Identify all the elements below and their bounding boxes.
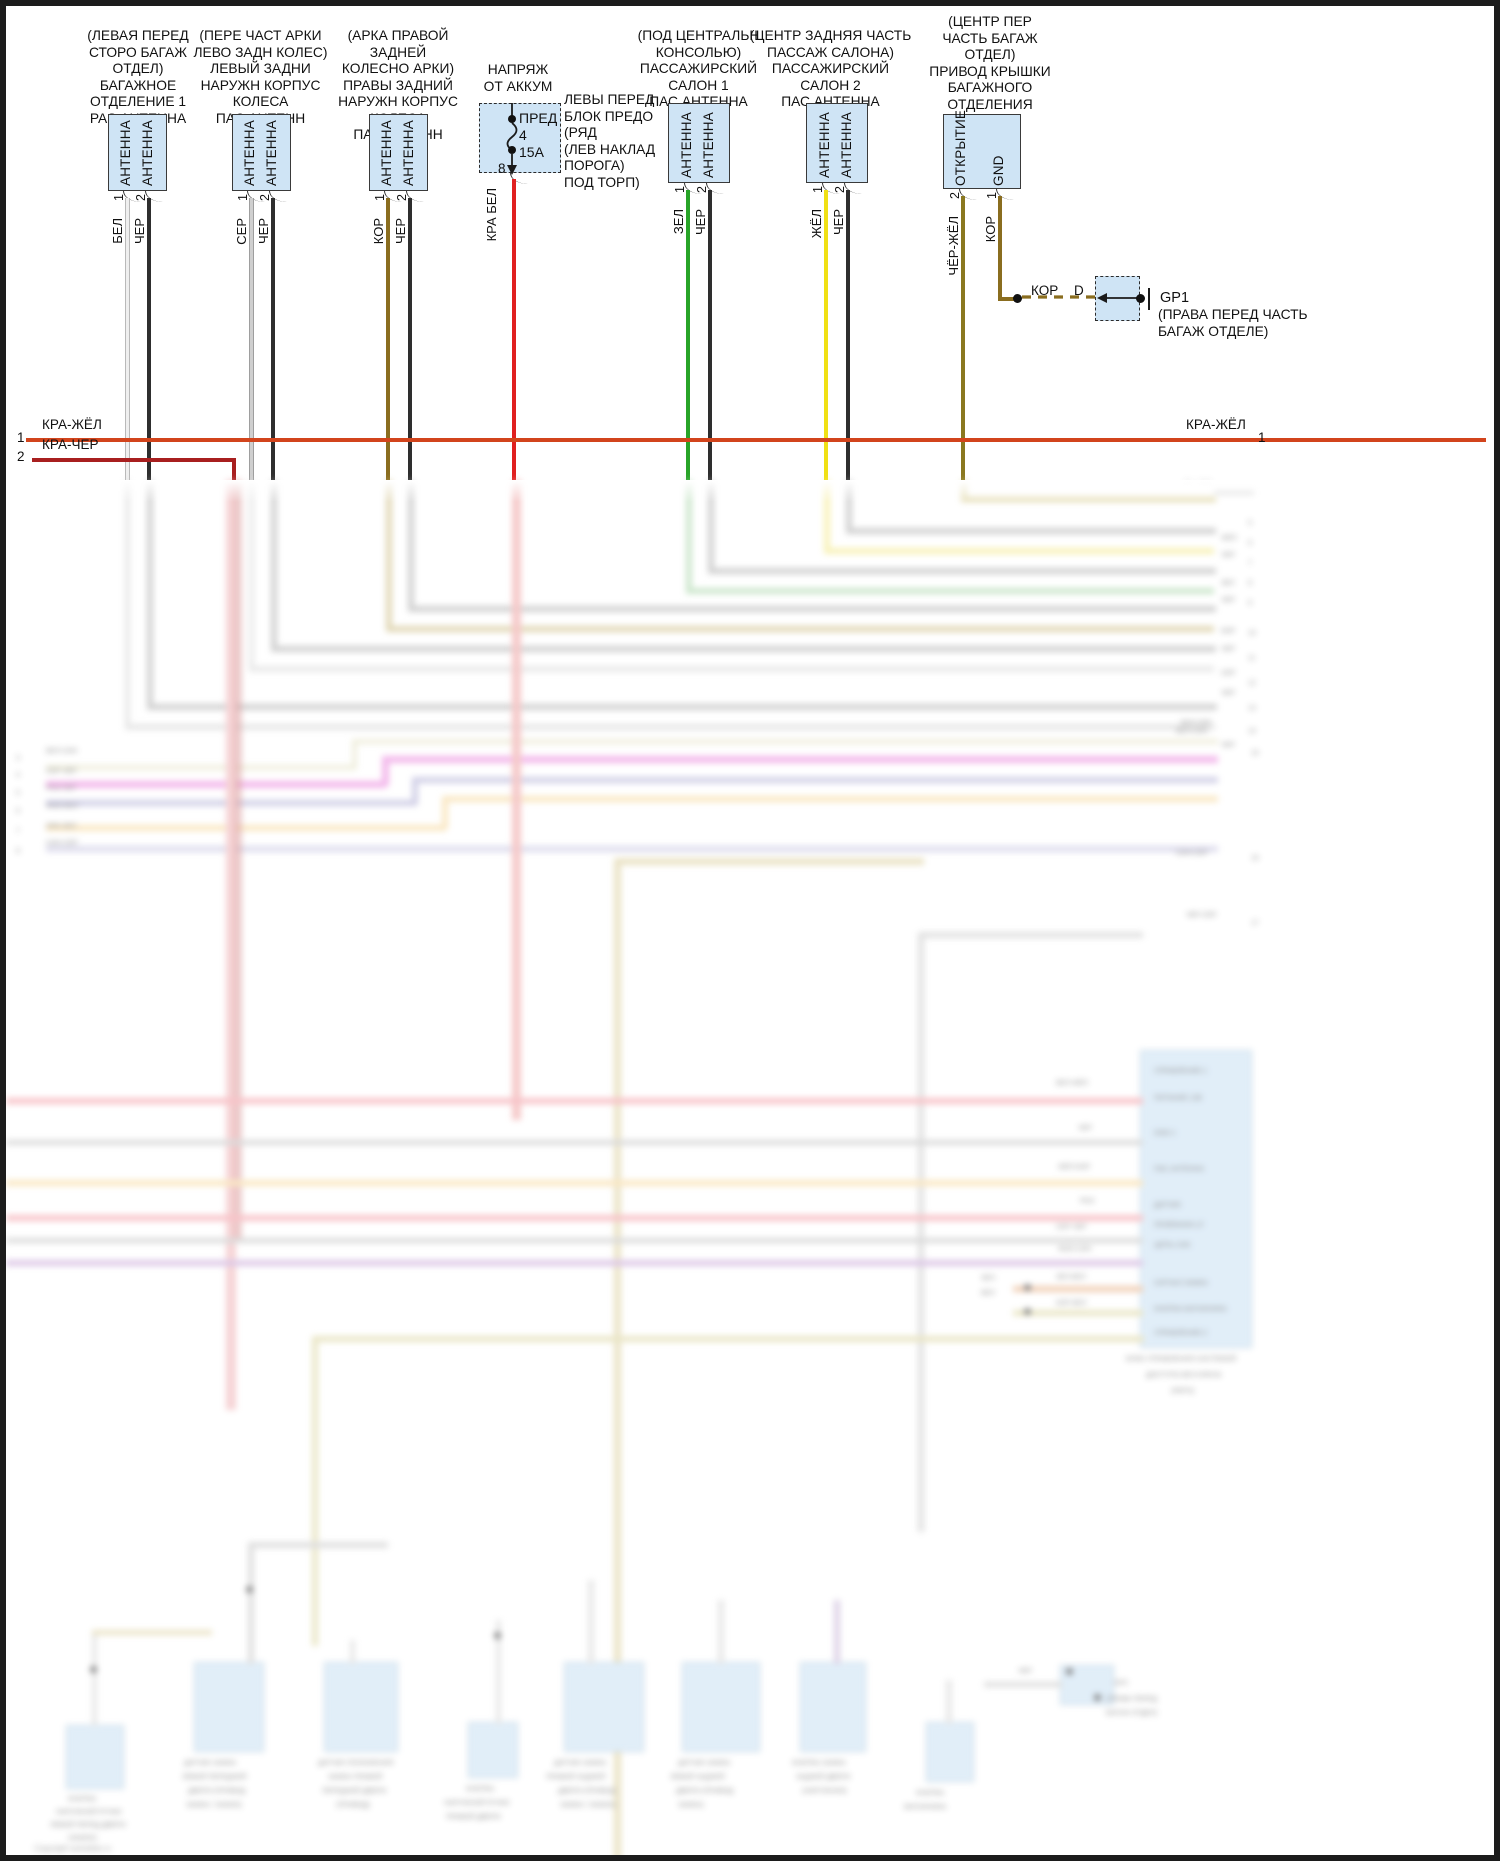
wire-brown-antenna-right-rear-wheel [386, 198, 390, 480]
pin-number-antenna-cabin-2-p2: 2 [833, 186, 847, 193]
pin-label-antenna-cabin-1-p1: АНТЕННА [679, 112, 694, 178]
pin-label-antenna-right-rear-wheel-p2: АНТЕННА [401, 120, 416, 186]
ground-terminal-icon [1148, 288, 1150, 310]
fuse-name: ПРЕД [519, 110, 558, 126]
pin-label-antenna-cabin-2-p1: АНТЕННА [817, 112, 832, 178]
blurred-bottom-component [324, 1662, 398, 1752]
wire-green-antenna-cabin-1 [686, 190, 690, 480]
component-antenna-cabin-2[interactable] [806, 103, 868, 183]
wire-black-antenna-cabin-2 [846, 190, 850, 480]
blurred-bottom-component [468, 1722, 518, 1778]
wire-gray-antenna-left-rear-wheel [249, 198, 254, 480]
pin-number-antenna-left-rear-wheel-p1: 1 [236, 194, 250, 201]
wire-label-trunk-lid-actuator-p2: ЧЁР-ЖЁЛ [946, 216, 961, 276]
ground-dashed-link-icon [1022, 295, 1098, 299]
bus-label-right-1: КРА-ЖЁЛ [1186, 417, 1246, 432]
bus-line-kra-cher-drop [232, 458, 236, 480]
component-caption-antenna-cabin-1: (ПОД ЦЕНТРАЛЬН КОНСОЛЬЮ) ПАССАЖИРСКИЙ СА… [637, 28, 760, 109]
pin-number-antenna-trunk-1-p2: 2 [134, 194, 148, 201]
bus-label-left-1: КРА-ЖЁЛ [42, 417, 102, 432]
component-caption-fuse-block: НАПРЯЖ ОТ АККУМ [483, 62, 553, 94]
pin-number-antenna-left-rear-wheel-p2: 2 [258, 194, 272, 201]
bus-number-left-2: 2 [17, 449, 25, 464]
pin-number-trunk-lid-actuator-p1: 1 [985, 192, 999, 199]
pin-label-antenna-cabin-1-p2: АНТЕННА [701, 112, 716, 178]
wire-label-antenna-cabin-2-p2: ЧЕР [831, 209, 846, 236]
wire-brown-gnd-vertical [998, 196, 1002, 301]
wire-black-antenna-right-rear-wheel [408, 198, 412, 480]
wire-label-antenna-right-rear-wheel-p2: ЧЕР [393, 218, 408, 245]
fuse-symbol-icon [506, 103, 518, 175]
pin-number-fuse-block: 8 [498, 161, 506, 176]
pin-number-antenna-right-rear-wheel-p1: 1 [373, 194, 387, 201]
bus-line-kra-zhyol [26, 438, 1486, 442]
wire-yellow-antenna-cabin-2 [824, 190, 828, 480]
component-caption-antenna-left-rear-wheel: (ПЕРЕ ЧАСТ АРКИ ЛЕВО ЗАДН КОЛЕС) ЛЕВЫЙ З… [193, 28, 328, 126]
wire-brown-gnd-horizontal [998, 297, 1018, 301]
wire-label-fuse-block: КРА БЕЛ [484, 188, 499, 242]
fuse-block-side-caption: ЛЕВЫ ПЕРЕД БЛОК ПРЕДО (РЯД (ЛЕВ НАКЛАД П… [564, 92, 656, 190]
wire-label-antenna-cabin-1-p1: ЗЕЛ [671, 209, 686, 235]
wire-black-antenna-left-rear-wheel [271, 198, 275, 480]
blurred-bottom-component [564, 1662, 644, 1752]
component-caption-trunk-lid-actuator: (ЦЕНТР ПЕР ЧАСТЬ БАГАЖ ОТДЕЛ) ПРИВОД КРЫ… [929, 14, 1051, 112]
bus-label-left-2: КРА-ЧЕР [42, 437, 99, 452]
ground-name: GP1 [1160, 290, 1190, 306]
wire-label-antenna-cabin-1-p2: ЧЕР [693, 209, 708, 236]
wire-label-trunk-lid-actuator-p1: КОР [983, 216, 998, 243]
wire-label-antenna-trunk-1-p1: БЕЛ [110, 218, 125, 244]
blurred-ecu-module [1140, 1050, 1252, 1348]
ground-junction-dot [1013, 294, 1022, 303]
wire-label-antenna-left-rear-wheel-p1: СЕР [234, 218, 249, 245]
ground-location-caption: (ПРАВА ПЕРЕД ЧАСТЬ БАГАЖ ОТДЕЛЕ) [1158, 307, 1308, 339]
component-antenna-trunk-1[interactable] [108, 114, 167, 191]
wire-red-fuse-block [512, 179, 516, 480]
wire-white-antenna-trunk-1 [125, 198, 130, 480]
component-antenna-cabin-1[interactable] [668, 103, 730, 183]
wire-black-antenna-cabin-1 [708, 190, 712, 480]
blurred-bottom-component [800, 1662, 866, 1752]
pin-number-antenna-cabin-1-p2: 2 [695, 186, 709, 193]
fuse-number: 4 [519, 127, 527, 143]
ground-pin-letter: D [1074, 283, 1084, 298]
pin-number-antenna-right-rear-wheel-p2: 2 [395, 194, 409, 201]
component-antenna-left-rear-wheel[interactable] [232, 114, 291, 191]
pin-label-antenna-trunk-1-p1: АНТЕННА [118, 120, 133, 186]
pin-number-antenna-cabin-1-p1: 1 [673, 186, 687, 193]
blurred-lower-diagram-region: ЧЁР-ЖЁЛ ЖЁЛ ЧЕР ЗЕЛ ЧЕР КОР ЧЕР СЕР ЧЕР … [6, 480, 1494, 1855]
wire-label-antenna-cabin-2-p1: ЖЁЛ [809, 209, 824, 239]
pin-label-antenna-left-rear-wheel-p2: АНТЕННА [264, 120, 279, 186]
bus-number-left-1: 1 [17, 430, 25, 445]
pin-label-trunk-lid-actuator-p2: ОТКРЫТИЕ [953, 109, 968, 186]
wire-label-antenna-left-rear-wheel-p2: ЧЕР [256, 218, 271, 245]
bus-line-kra-cher [32, 458, 236, 462]
pin-label-antenna-trunk-1-p2: АНТЕННА [140, 120, 155, 186]
pin-number-antenna-trunk-1-p1: 1 [112, 194, 126, 201]
wire-label-antenna-right-rear-wheel-p1: КОР [371, 218, 386, 245]
blurred-bottom-component [926, 1722, 974, 1782]
blurred-bottom-component [194, 1662, 264, 1752]
pin-number-antenna-cabin-2-p1: 1 [811, 186, 825, 193]
bus-number-right-1: 1 [1258, 430, 1266, 445]
fuse-rating: 15А [519, 144, 544, 160]
component-caption-antenna-cabin-2: (ЦЕНТР ЗАДНЯЯ ЧАСТЬ ПАССАЖ САЛОНА) ПАССА… [749, 28, 912, 109]
ground-terminal-dot [1136, 294, 1145, 303]
pin-label-antenna-right-rear-wheel-p1: АНТЕННА [379, 120, 394, 186]
component-trunk-lid-actuator[interactable] [943, 114, 1021, 189]
pin-label-antenna-cabin-2-p2: АНТЕННА [839, 112, 854, 178]
wire-black-antenna-trunk-1 [147, 198, 151, 480]
blurred-bottom-component [66, 1725, 124, 1789]
wire-blackyellow-trunk-lid-actuator [961, 196, 965, 480]
pin-number-trunk-lid-actuator-p2: 2 [948, 192, 962, 199]
blurred-bottom-component [682, 1662, 760, 1752]
pin-label-antenna-left-rear-wheel-p1: АНТЕННА [242, 120, 257, 186]
component-antenna-right-rear-wheel[interactable] [369, 114, 428, 191]
ground-wire-label: КОР [1031, 283, 1059, 298]
pin-label-trunk-lid-actuator-p1: GND [991, 155, 1006, 186]
wire-label-antenna-trunk-1-p2: ЧЕР [132, 218, 147, 245]
